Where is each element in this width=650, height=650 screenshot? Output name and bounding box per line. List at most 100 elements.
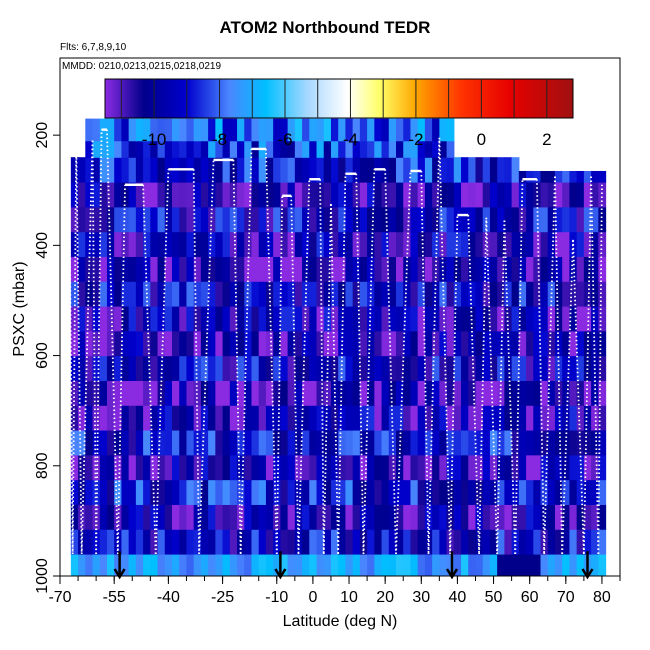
heatmap-cell (316, 429, 325, 456)
heatmap-cell (482, 429, 491, 456)
heatmap-cell (547, 479, 556, 505)
heatmap-cell (316, 157, 325, 183)
heatmap-cell (482, 504, 491, 530)
heatmap-cell (78, 181, 86, 208)
heatmap-cell (121, 553, 130, 576)
heatmap-cell (164, 181, 173, 208)
heatmap-cell (374, 330, 383, 357)
heatmap-cell (215, 405, 224, 431)
heatmap-cell (598, 479, 607, 505)
heatmap-cell (244, 553, 253, 576)
colorbar-tick-label: 2 (542, 130, 551, 149)
heatmap-cell (345, 454, 354, 481)
heatmap-cell (92, 553, 101, 576)
heatmap-cell (453, 405, 462, 431)
heatmap-cell (135, 330, 144, 357)
heatmap-cell (157, 504, 166, 530)
heatmap-cell (591, 529, 599, 555)
heatmap-cell (294, 256, 303, 282)
heatmap-cell (85, 553, 94, 576)
heatmap-cell (489, 330, 498, 357)
heatmap-cell (99, 206, 108, 233)
heatmap-cell (388, 529, 397, 555)
heatmap-cell (583, 305, 592, 332)
heatmap-cell (309, 118, 318, 142)
heatmap-cell (424, 355, 433, 381)
heatmap-cell (410, 553, 419, 576)
x-tick-label: -55 (103, 589, 126, 606)
heatmap-cell (114, 553, 123, 576)
heatmap-cell (569, 170, 578, 183)
heatmap-cell (143, 330, 151, 357)
heatmap-cell (381, 256, 390, 282)
heatmap-cell (309, 405, 318, 431)
heatmap-cell (352, 479, 361, 505)
heatmap-cell (345, 140, 354, 158)
heatmap-cell (287, 529, 296, 555)
heatmap-cell (504, 479, 513, 505)
heatmap-cell (208, 504, 216, 530)
heatmap-cell (439, 429, 448, 456)
heatmap-cell (85, 231, 94, 257)
heatmap-cell (547, 504, 556, 530)
heatmap-cell (511, 281, 520, 307)
heatmap-cell (287, 281, 296, 307)
heatmap-cell (533, 170, 542, 183)
heatmap-cell (200, 429, 209, 456)
heatmap-cell (287, 140, 296, 158)
heatmap-cell (237, 140, 245, 158)
heatmap-cell (258, 157, 267, 183)
heatmap-cell (446, 118, 455, 142)
heatmap-cell (70, 429, 79, 456)
heatmap-cell (352, 504, 361, 530)
heatmap-cell (410, 140, 419, 158)
heatmap-cell (323, 231, 332, 257)
heatmap-cell (569, 504, 578, 530)
heatmap-cell (172, 206, 180, 233)
heatmap-cell (302, 380, 310, 406)
heatmap-cell (497, 429, 505, 456)
heatmap-cell (410, 479, 419, 505)
heatmap-cell (410, 529, 419, 555)
heatmap-cell (554, 479, 563, 505)
heatmap-cell (128, 231, 137, 257)
heatmap-cell (533, 181, 542, 208)
heatmap-cell (388, 181, 397, 208)
heatmap-cell (280, 118, 289, 142)
heatmap-cell (135, 429, 144, 456)
heatmap-cell (280, 479, 289, 505)
heatmap-cell (359, 454, 368, 481)
heatmap-cell (244, 231, 253, 257)
heatmap-cell (251, 256, 260, 282)
heatmap-cell (179, 380, 188, 406)
heatmap-cell (591, 231, 599, 257)
heatmap-cell (323, 429, 332, 456)
heatmap-cell (518, 330, 527, 357)
heatmap-cell (121, 504, 130, 530)
heatmap-cell (193, 355, 202, 381)
heatmap-cell (338, 305, 347, 332)
heatmap-cell (135, 454, 144, 481)
heatmap-cell (432, 118, 440, 142)
heatmap-cell (106, 140, 115, 158)
heatmap-cell (569, 553, 578, 576)
heatmap-cell (475, 405, 484, 431)
heatmap-cell (446, 454, 455, 481)
heatmap-cell (489, 281, 498, 307)
heatmap-cell (193, 504, 202, 530)
heatmap-cell (92, 140, 101, 158)
heatmap-cell (143, 380, 151, 406)
flight-profile-segment (590, 176, 600, 554)
heatmap-cell (186, 429, 195, 456)
heatmap-cell (381, 231, 390, 257)
heatmap-cell (518, 429, 527, 456)
heatmap-cell (554, 281, 563, 307)
heatmap-cell (410, 454, 419, 481)
sounding-marker-head (113, 568, 126, 580)
heatmap-cell (150, 157, 159, 183)
heatmap-cell (352, 281, 361, 307)
heatmap-cell (200, 118, 209, 142)
heatmap-cell (179, 206, 188, 233)
heatmap-cell (439, 380, 448, 406)
heatmap-cell (309, 256, 318, 282)
